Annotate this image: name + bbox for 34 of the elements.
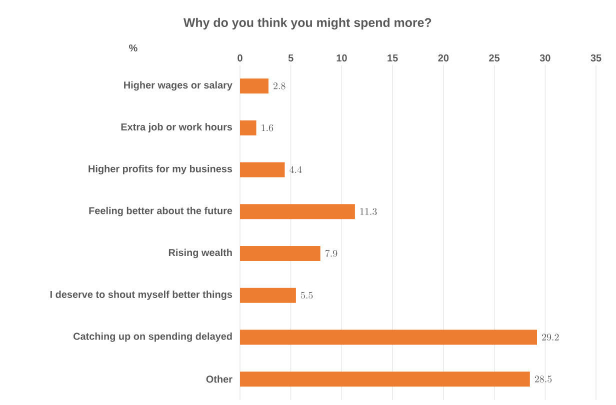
bar <box>240 330 538 345</box>
bar <box>240 120 256 136</box>
x-tick-label: 10 <box>336 54 347 62</box>
y-tick-label: I deserve to shout myself better things <box>50 290 232 300</box>
bar <box>240 78 268 94</box>
data-label: 5.5 <box>300 292 313 299</box>
x-tick-label: 5 <box>288 54 294 62</box>
y-tick-label: Higher wages or salary <box>124 81 232 91</box>
data-label: 7.9 <box>325 250 338 257</box>
data-label: 28.5 <box>534 376 552 382</box>
y-tick-label: Higher profits for my business <box>88 165 232 174</box>
x-tick-label: 0 <box>238 54 242 62</box>
data-label: 1 .6 <box>262 124 274 132</box>
bar <box>240 372 530 387</box>
bar <box>240 288 296 303</box>
chart-title: Why do you think you might spend more? <box>183 18 432 30</box>
x-tick-label: 20 <box>438 54 449 62</box>
y-tick-label: Other <box>206 375 232 383</box>
x-axis-title: % <box>129 44 138 52</box>
data-label: 2.8 <box>274 82 286 90</box>
x-tick-label: 35 <box>590 54 602 62</box>
data-label: 29.2 <box>542 334 559 341</box>
y-tick-label: Catching up on spending delayed <box>73 332 232 342</box>
y-tick-label: Feeling better about the future <box>89 206 232 216</box>
y-tick-label: Extra job or work hours <box>121 123 232 132</box>
bar <box>240 246 320 261</box>
x-tick-label: 25 <box>489 54 500 62</box>
x-tick-label: 15 <box>388 54 398 62</box>
data-label: 11 .3 <box>360 208 377 215</box>
data-label: 4.4 <box>290 166 302 173</box>
y-tick-label: Rising wealth <box>168 248 232 258</box>
bar <box>240 204 355 220</box>
bar <box>240 162 285 178</box>
x-tick-label: 30 <box>540 54 550 62</box>
